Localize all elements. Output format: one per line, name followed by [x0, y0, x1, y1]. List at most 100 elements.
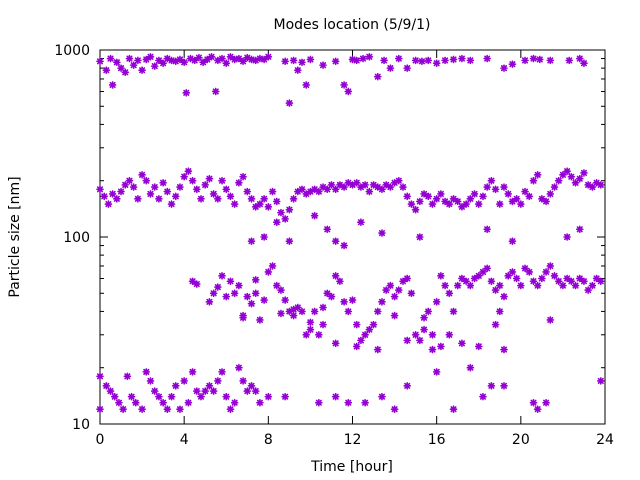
data-point [102, 66, 111, 74]
data-point [102, 382, 111, 390]
data-point [424, 56, 433, 65]
data-point [565, 56, 574, 65]
data-point [150, 62, 159, 70]
data-point [268, 187, 277, 196]
data-point [176, 183, 184, 191]
data-point [184, 167, 193, 175]
data-point [403, 336, 412, 345]
data-point [403, 382, 412, 390]
data-point [192, 185, 201, 194]
data-point [466, 56, 475, 65]
data-point [491, 286, 500, 294]
data-point [207, 52, 216, 61]
y-axis-label: Particle size [nm] [7, 176, 23, 297]
data-point [251, 276, 260, 284]
data-point [411, 330, 420, 339]
data-point [378, 298, 386, 306]
data-point [235, 54, 243, 63]
data-point [386, 183, 395, 191]
data-point [272, 218, 281, 226]
data-point [529, 54, 538, 63]
data-point [125, 54, 134, 63]
data-point [495, 200, 504, 208]
data-point [146, 190, 155, 198]
data-point [361, 330, 369, 339]
data-point [596, 181, 605, 189]
data-point [155, 392, 163, 401]
data-point [487, 176, 496, 185]
x-axis: 0 4 8 12 16 20 24 [96, 50, 614, 448]
data-point [117, 187, 125, 196]
data-point [418, 57, 426, 66]
data-point [373, 307, 382, 316]
data-point [365, 325, 374, 334]
data-point [327, 292, 336, 301]
data-point [281, 296, 289, 304]
data-point [571, 281, 580, 290]
data-point [580, 169, 588, 177]
data-point [188, 368, 197, 376]
data-point [142, 176, 151, 185]
data-point [113, 195, 121, 203]
data-point [247, 55, 256, 64]
data-point [437, 272, 445, 280]
x-tick-label: 0 [96, 432, 105, 448]
x-tick-label: 16 [428, 432, 446, 448]
data-point [432, 59, 441, 67]
data-point [150, 387, 159, 395]
data-point [563, 233, 571, 241]
data-point [235, 178, 243, 187]
data-point [134, 195, 142, 203]
data-point [115, 398, 123, 407]
data-point [336, 277, 344, 286]
data-point [247, 195, 256, 203]
data-point [195, 53, 203, 62]
data-point [411, 205, 420, 214]
data-point [542, 398, 550, 407]
data-point [323, 225, 332, 234]
data-point [462, 200, 470, 208]
data-point [205, 298, 214, 306]
data-point [110, 392, 119, 401]
data-point [256, 200, 264, 208]
data-point [285, 205, 294, 214]
data-point [474, 200, 483, 208]
data-point [108, 81, 117, 89]
data-point [416, 336, 424, 345]
data-point [260, 296, 268, 304]
data-point [96, 57, 104, 66]
data-point [500, 292, 508, 301]
data-point [525, 192, 534, 201]
data-point [466, 363, 475, 372]
data-point [104, 200, 113, 208]
data-point [357, 336, 365, 345]
data-point [500, 64, 508, 72]
data-point [403, 274, 412, 283]
data-point [180, 172, 188, 181]
data-point [192, 280, 201, 288]
data-point [453, 281, 462, 290]
data-point [491, 320, 500, 329]
data-point [302, 190, 311, 198]
data-point [546, 316, 555, 324]
x-tick-label: 12 [344, 432, 362, 448]
data-point [365, 187, 374, 196]
data-point [550, 272, 559, 280]
data-point [437, 190, 445, 198]
data-point [260, 195, 268, 203]
data-point [504, 190, 513, 198]
y-tick-label: 10 [72, 417, 90, 433]
data-point [319, 320, 327, 329]
data-point [340, 81, 348, 89]
data-point [264, 52, 273, 61]
data-point [205, 174, 214, 183]
data-point [542, 197, 550, 206]
data-point [533, 281, 542, 290]
data-point [533, 405, 542, 413]
data-point [131, 398, 140, 407]
data-point [466, 195, 475, 203]
data-point [386, 64, 395, 72]
data-point [373, 72, 382, 81]
data-point [525, 268, 534, 276]
